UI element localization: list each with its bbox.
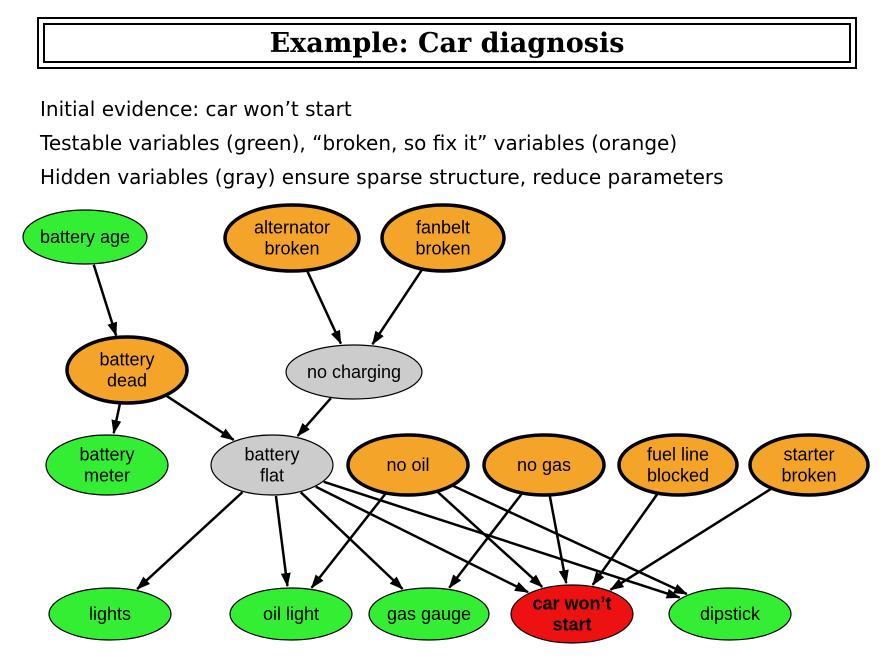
node-car-wont-start-shape [510, 584, 634, 644]
node-fuel-line-blocked-label-2: blocked [647, 466, 709, 486]
node-battery-meter-shape [45, 434, 169, 496]
node-battery-age-shape [22, 209, 148, 265]
title-inner-box: Example: Car diagnosis [43, 23, 851, 63]
node-fuel-line-blocked-shape [617, 433, 739, 497]
node-no-charging-shape [285, 344, 423, 400]
node-dipstick: dipstick [668, 587, 792, 641]
node-alternator-broken-shape [223, 203, 361, 273]
node-fanbelt-broken-label-2: broken [415, 239, 470, 259]
node-dipstick-shape [668, 587, 792, 641]
node-alternator-broken-label-1: alternator [254, 218, 330, 238]
node-no-charging: no charging [285, 344, 423, 400]
node-oil-light-shape [229, 587, 353, 641]
node-fanbelt-broken-label-1: fanbelt [416, 218, 470, 238]
edge-layer [92, 264, 772, 599]
edge-battery-flat-to-gas-gauge [299, 491, 404, 590]
node-battery-dead-label-1: battery [99, 350, 154, 370]
edge-no-oil-to-car-wont-start [436, 491, 544, 588]
node-lights: lights [48, 587, 172, 641]
node-layer: battery age alternatorbrokenfanbeltbroken… [22, 203, 870, 644]
node-gas-gauge-shape [368, 587, 490, 641]
node-battery-meter-label-2: meter [84, 466, 130, 486]
node-battery-flat-label-1: battery [244, 445, 299, 465]
node-no-gas-shape [482, 433, 606, 497]
node-lights-shape [48, 587, 172, 641]
node-no-oil-label-1: no oil [386, 455, 429, 475]
node-oil-light: oil light [229, 587, 353, 641]
bullet-list: Initial evidence: car won’t start Testab… [40, 92, 724, 194]
node-no-oil-shape [346, 433, 470, 497]
node-no-oil: no oil [346, 433, 470, 497]
node-battery-meter-label-1: battery [79, 445, 134, 465]
title-box: Example: Car diagnosis [37, 17, 857, 69]
node-battery-dead-shape [65, 335, 189, 405]
node-oil-light-label-1: oil light [263, 604, 319, 624]
node-starter-broken-label-1: starter [783, 445, 834, 465]
node-battery-flat-shape [210, 434, 334, 496]
node-battery-age-label-1: battery age [40, 227, 130, 247]
edge-fuel-line-blocked-to-car-wont-start [591, 493, 659, 586]
edge-no-oil-to-dipstick [452, 484, 688, 596]
edge-battery-dead-to-battery-flat [165, 394, 235, 441]
bullet-testable-variables: Testable variables (green), “broken, so … [40, 131, 678, 155]
node-gas-gauge-label-1: gas gauge [387, 604, 471, 624]
node-gas-gauge: gas gauge [368, 587, 490, 641]
node-alternator-broken-label-2: broken [264, 239, 319, 259]
edge-battery-age-to-battery-dead [92, 264, 118, 337]
edge-fanbelt-broken-to-no-charging [371, 269, 423, 346]
node-fanbelt-broken-shape [380, 203, 506, 273]
edge-starter-broken-to-car-wont-start [609, 487, 772, 591]
node-fuel-line-blocked-label-1: fuel line [647, 445, 709, 465]
node-no-gas: no gas [482, 433, 606, 497]
node-starter-broken-shape [748, 433, 870, 497]
edge-no-gas-to-gas-gauge [448, 493, 523, 589]
node-starter-broken-label-2: broken [781, 466, 836, 486]
edge-battery-dead-to-battery-meter [111, 403, 122, 435]
page-title: Example: Car diagnosis [269, 27, 625, 59]
node-no-charging-label-1: no charging [307, 362, 401, 382]
node-no-gas-label-1: no gas [517, 455, 571, 475]
edge-no-oil-to-oil-light [310, 492, 387, 589]
edge-alternator-broken-to-no-charging [306, 270, 343, 345]
node-car-wont-start-label-2: start [552, 615, 591, 635]
bullet-hidden-variables: Hidden variables (gray) ensure sparse st… [40, 165, 724, 189]
edge-battery-flat-to-dipstick [323, 480, 681, 599]
edge-battery-flat-to-oil-light [274, 495, 291, 588]
node-lights-label-1: lights [89, 604, 131, 624]
node-car-wont-start-label-1: car won’t [532, 594, 611, 614]
edge-battery-flat-to-car-wont-start [315, 485, 529, 594]
node-battery-flat-label-2: flat [260, 466, 284, 486]
edge-no-gas-to-car-wont-start [548, 495, 569, 585]
bullet-initial-evidence: Initial evidence: car won’t start [40, 97, 352, 121]
edge-battery-flat-to-lights [136, 491, 244, 590]
node-dipstick-label-1: dipstick [700, 604, 761, 624]
node-battery-dead-label-2: dead [107, 371, 147, 391]
node-battery-age: battery age [22, 209, 148, 265]
edge-no-charging-to-battery-flat [296, 397, 332, 437]
